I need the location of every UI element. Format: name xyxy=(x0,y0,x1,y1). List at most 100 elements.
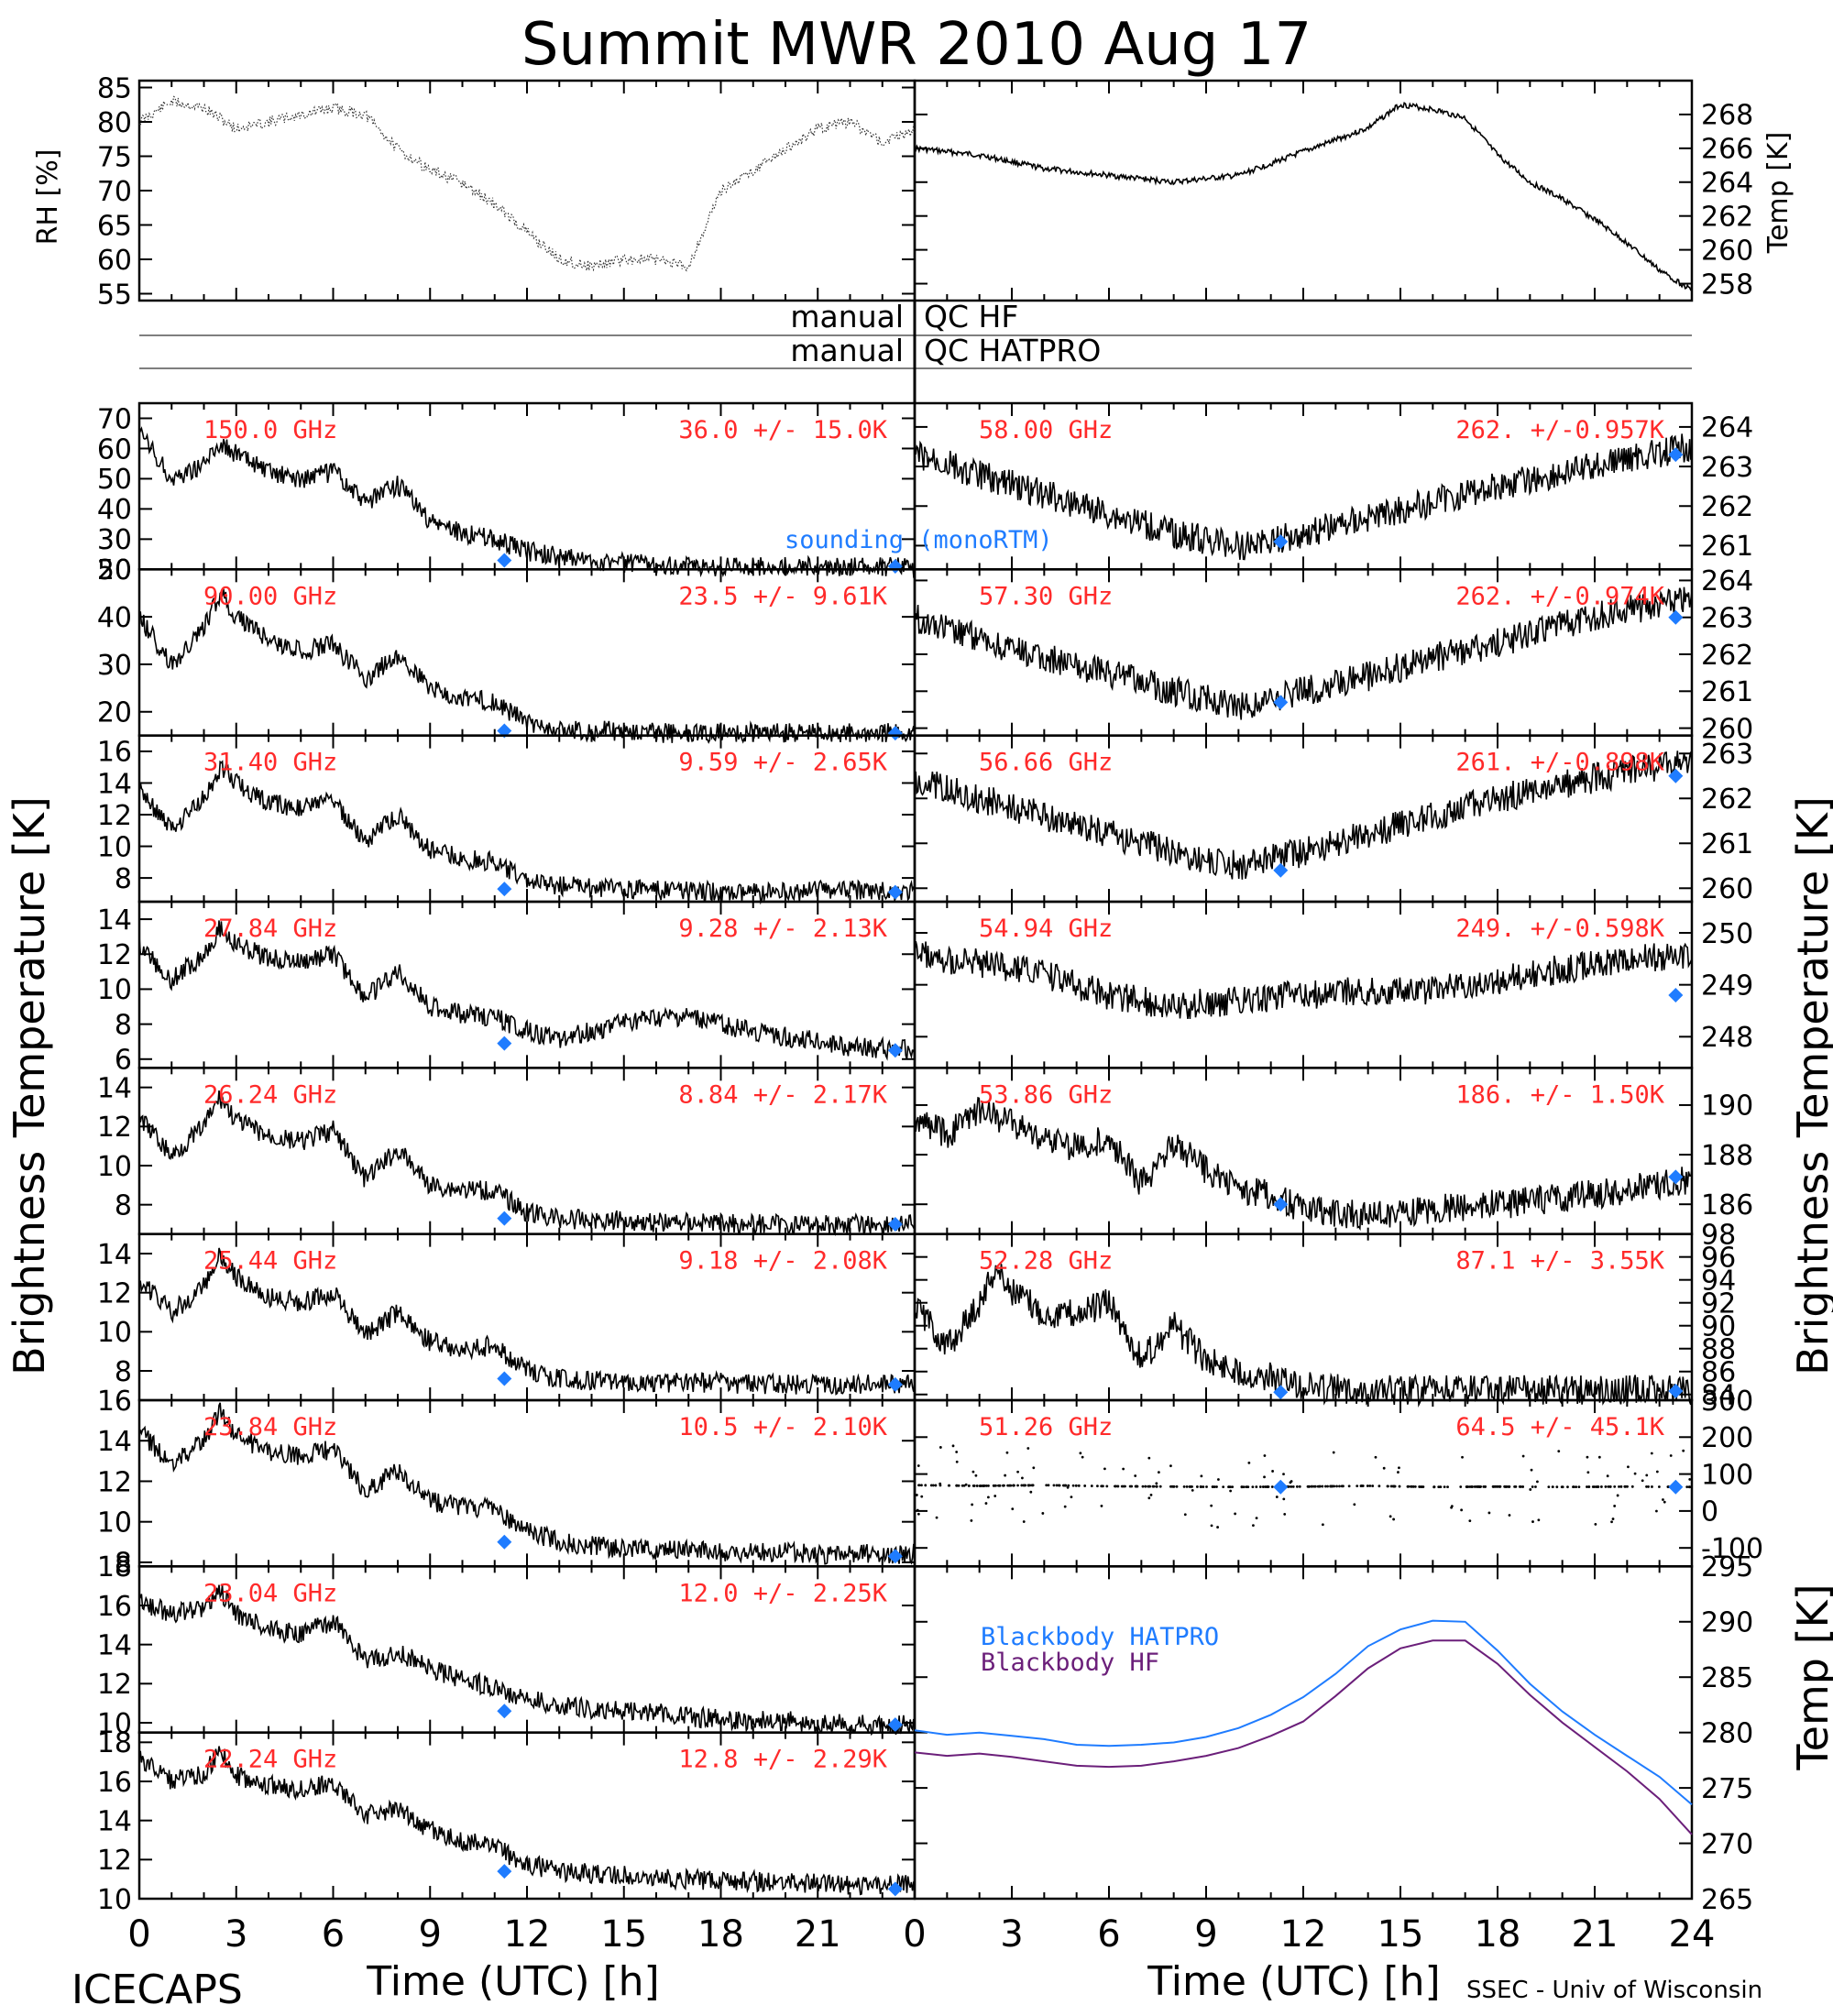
right-panel-6-point xyxy=(1561,1485,1564,1489)
right-panel-6-point xyxy=(929,1484,933,1487)
left-panel-4-y-tick-label: 12 xyxy=(97,1112,132,1144)
right-panel-6-point xyxy=(1531,1520,1534,1523)
left-panel-3-y-tick-label: 10 xyxy=(97,974,132,1006)
right-panel-6-point xyxy=(1229,1489,1233,1493)
left-panel-2-sounding-marker xyxy=(887,884,903,900)
right-panel-6-point xyxy=(1122,1467,1125,1471)
right-panel-6-point xyxy=(1586,1455,1589,1459)
right-panel-6-point xyxy=(920,1484,923,1487)
right-y-axis-label: Brightness Temperature [K] xyxy=(1788,796,1833,1375)
right-panel-6-point xyxy=(1389,1485,1393,1488)
left-panel-6-sounding-marker xyxy=(887,1549,903,1564)
right-panel-6-point xyxy=(1443,1485,1446,1489)
left-panel-4-freq-label: 26.24 GHz xyxy=(203,1080,337,1109)
right-panel-6-point xyxy=(1105,1485,1109,1488)
rh-panel-y-tick-label: 65 xyxy=(97,210,132,242)
right-panel-6-point xyxy=(951,1444,955,1448)
right-panel-6-point xyxy=(1471,1485,1474,1488)
right-panel-6-point xyxy=(1016,1484,1019,1487)
right-panel-6-point xyxy=(1521,1454,1525,1458)
right-panel-6-point xyxy=(1066,1485,1070,1489)
left-panel-3-y-tick-label: 6 xyxy=(115,1045,132,1077)
left-panel-3-freq-label: 27.84 GHz xyxy=(203,915,337,943)
left-panel-3-sounding-marker xyxy=(887,1043,903,1058)
right-panel-1-y-tick-label: 264 xyxy=(1701,565,1753,597)
left-panel-8-y-tick-label: 10 xyxy=(97,1884,132,1916)
right-panel-6-point xyxy=(955,1460,959,1463)
right-panel-6-point xyxy=(955,1451,959,1453)
right-panel-2-freq-label: 56.66 GHz xyxy=(979,749,1113,777)
right-panel-2-stats-label: 261. +/-0.898K xyxy=(1455,749,1664,777)
right-panel-6-freq-label: 51.26 GHz xyxy=(979,1413,1113,1441)
right-panel-6-point xyxy=(1045,1484,1048,1487)
left-panel-7-y-tick-label: 12 xyxy=(97,1669,132,1701)
legend-blackbody-hf: Blackbody HF xyxy=(981,1649,1159,1677)
right-panel-6-point xyxy=(971,1485,975,1487)
right-panel-6-point xyxy=(1147,1496,1151,1500)
left-panel-4-y-tick-label: 14 xyxy=(97,1072,132,1104)
right-panel-6-point xyxy=(1020,1484,1024,1487)
left-panel-2-y-tick-label: 12 xyxy=(97,800,132,832)
right-panel-4-y-tick-label: 190 xyxy=(1701,1090,1753,1123)
right-panel-6-y-tick-label: 100 xyxy=(1701,1459,1753,1491)
left-panel-5-sounding-marker xyxy=(497,1371,512,1386)
left-panel-0-stats-label: 36.0 +/- 15.0K xyxy=(678,416,887,444)
right-panel-4-stats-label: 186. +/- 1.50K xyxy=(1455,1080,1664,1109)
left-panel-5-y-tick-label: 12 xyxy=(97,1277,132,1309)
footer-right: SSEC - Univ of Wisconsin xyxy=(1466,1977,1762,2004)
right-panel-6-point xyxy=(994,1484,997,1487)
right-panel-6-point xyxy=(974,1474,978,1477)
left-panel-8-y-tick-label: 12 xyxy=(97,1845,132,1877)
right-panel-2-y-tick-label: 263 xyxy=(1701,739,1753,771)
right-panel-6-point xyxy=(1242,1485,1246,1489)
left-panel-1-y-tick-label: 50 xyxy=(97,554,132,586)
right-panel-6-point xyxy=(1031,1484,1035,1487)
right-panel-6-point xyxy=(1011,1507,1015,1511)
right-panel-1-series xyxy=(914,586,1693,720)
qc-hatpro-left: manual xyxy=(790,333,904,368)
right-x-tick-label: 21 xyxy=(1572,1913,1619,1956)
right-panel-6-point xyxy=(1052,1484,1056,1487)
temp-axis-label: Temp [K] xyxy=(1762,132,1795,255)
right-panel-6-point xyxy=(1566,1485,1569,1489)
right-panel-6-point xyxy=(1215,1485,1218,1488)
right-panel-6-point xyxy=(1152,1485,1156,1488)
left-panel-7-y-tick-label: 10 xyxy=(97,1708,132,1740)
blackbody-panel-y-tick-label: 285 xyxy=(1701,1662,1753,1694)
right-panel-6-point xyxy=(1016,1470,1019,1474)
right-panel-6-point xyxy=(1437,1485,1441,1489)
right-panel-6-point xyxy=(1619,1485,1623,1488)
right-panel-2-y-tick-label: 260 xyxy=(1701,873,1753,905)
left-panel-0-sounding-marker xyxy=(497,553,512,568)
left-panel-2-y-tick-label: 16 xyxy=(97,737,132,769)
right-panel-0-series xyxy=(914,433,1693,561)
right-panel-5-sounding-marker xyxy=(1668,1383,1684,1398)
right-panel-6-point xyxy=(1247,1462,1251,1464)
right-panel-6-point xyxy=(1116,1485,1120,1488)
right-panel-6-point xyxy=(1171,1485,1175,1488)
right-panel-6-point xyxy=(1114,1485,1118,1488)
right-panel-5-y-tick-label: 88 xyxy=(1701,1334,1736,1366)
right-panel-6-point xyxy=(1013,1484,1015,1487)
right-panel-6-point xyxy=(1593,1485,1597,1488)
left-panel-5-y-tick-label: 10 xyxy=(97,1317,132,1349)
left-panel-5-sounding-marker xyxy=(887,1376,903,1392)
right-panel-6-point xyxy=(924,1484,927,1487)
rh-panel-frame xyxy=(137,79,916,302)
right-panel-6-point xyxy=(1529,1488,1532,1491)
right-panel-6-point xyxy=(1275,1496,1279,1498)
right-panel-6-point xyxy=(1669,1454,1673,1457)
right-panel-6-point xyxy=(1411,1485,1415,1488)
right-panel-6-point xyxy=(1597,1455,1601,1459)
right-panel-6-point xyxy=(916,1464,920,1467)
right-panel-6-point xyxy=(1120,1485,1124,1488)
right-panel-6-point xyxy=(1071,1484,1075,1487)
right-panel-6-point xyxy=(987,1496,990,1499)
left-panel-6-freq-label: 23.84 GHz xyxy=(203,1413,337,1441)
right-panel-3-sounding-marker xyxy=(1668,988,1684,1003)
right-panel-6-point xyxy=(1555,1485,1559,1489)
right-panel-6-point xyxy=(1251,1485,1255,1489)
right-panel-6-point xyxy=(1459,1485,1463,1488)
left-panel-2-y-tick-label: 10 xyxy=(97,831,132,863)
right-panel-6-point xyxy=(1356,1485,1359,1488)
